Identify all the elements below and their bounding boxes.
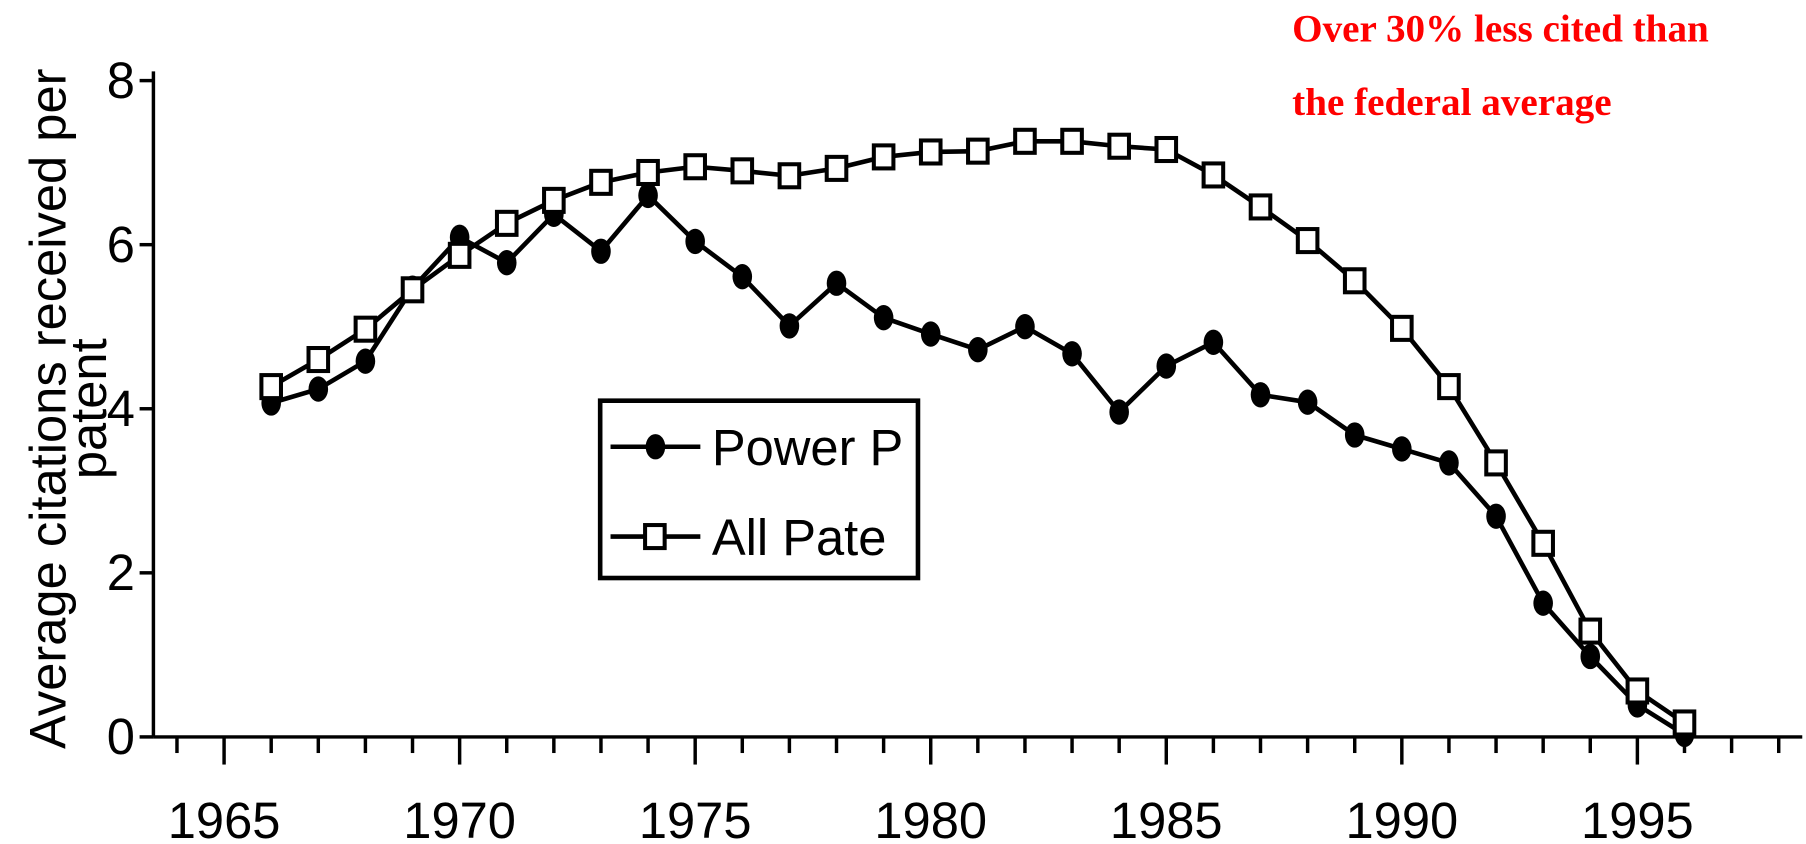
series-line <box>270 193 1686 737</box>
y-tick-label: 2 <box>107 544 135 601</box>
point <box>496 250 517 276</box>
point <box>1109 399 1129 425</box>
point <box>779 313 800 339</box>
point <box>1533 590 1553 616</box>
point <box>638 182 658 209</box>
point <box>1437 373 1461 401</box>
x-tick-label: 1980 <box>874 792 987 844</box>
legend: Power P All Pate <box>610 419 903 566</box>
point <box>306 346 331 374</box>
legend-label: All Pate <box>712 509 887 566</box>
point <box>1295 227 1320 255</box>
legend-marker <box>645 434 666 460</box>
point <box>400 276 425 304</box>
annotation: the federal average <box>1292 81 1611 124</box>
point <box>1486 503 1506 529</box>
point <box>824 154 849 182</box>
point <box>1060 127 1084 155</box>
point <box>777 162 802 190</box>
point <box>355 348 376 374</box>
point <box>1013 127 1037 155</box>
y-axis-label: Average citations received per <box>19 68 76 749</box>
point <box>873 305 894 331</box>
point <box>966 137 990 165</box>
point <box>1439 450 1459 476</box>
x-tick-label: 1995 <box>1581 792 1694 844</box>
series-line <box>270 139 1686 725</box>
point <box>308 376 329 402</box>
point <box>968 337 988 363</box>
point <box>685 228 705 255</box>
y-axis-label: patent <box>60 338 117 479</box>
point <box>447 241 472 269</box>
x-tick-label: 1970 <box>403 792 516 844</box>
point <box>636 158 660 187</box>
point <box>1248 193 1273 221</box>
x-tick-label: 1975 <box>639 792 752 844</box>
point <box>1015 314 1035 340</box>
y-tick-label: 4 <box>107 380 135 437</box>
y-tick-label: 8 <box>107 52 135 109</box>
point <box>871 143 896 171</box>
point <box>1156 353 1177 379</box>
x-tick-label: 1990 <box>1345 792 1458 844</box>
x-tick-label: 1985 <box>1110 792 1223 844</box>
legend-label: Power P <box>712 419 903 476</box>
point <box>683 153 707 181</box>
point <box>542 186 566 214</box>
point <box>826 270 847 296</box>
point <box>1342 267 1367 295</box>
point <box>1625 677 1650 705</box>
legend-border <box>597 398 921 581</box>
point <box>1531 529 1555 557</box>
point <box>918 138 943 166</box>
point <box>1390 314 1414 342</box>
point <box>494 209 519 237</box>
annotation: Over 30% less cited than <box>1292 7 1709 50</box>
point <box>1392 436 1412 462</box>
point <box>1250 382 1271 408</box>
point <box>1154 135 1179 164</box>
point <box>920 321 941 347</box>
point <box>591 238 611 264</box>
point <box>1672 709 1697 737</box>
point <box>732 264 753 290</box>
point <box>1107 132 1131 160</box>
y-tick-label: 6 <box>107 216 135 273</box>
point <box>1580 643 1601 670</box>
point <box>730 157 755 185</box>
point <box>589 168 613 196</box>
point <box>353 315 378 343</box>
point <box>1297 389 1318 415</box>
point <box>1578 617 1603 645</box>
point <box>1201 161 1226 189</box>
y-tick-label: 0 <box>107 708 135 765</box>
point <box>1344 422 1365 448</box>
point <box>259 373 283 401</box>
point <box>1062 341 1082 367</box>
point <box>1484 449 1508 477</box>
point <box>1203 329 1224 355</box>
x-tick-label: 1965 <box>168 792 281 844</box>
legend-marker <box>643 523 667 551</box>
